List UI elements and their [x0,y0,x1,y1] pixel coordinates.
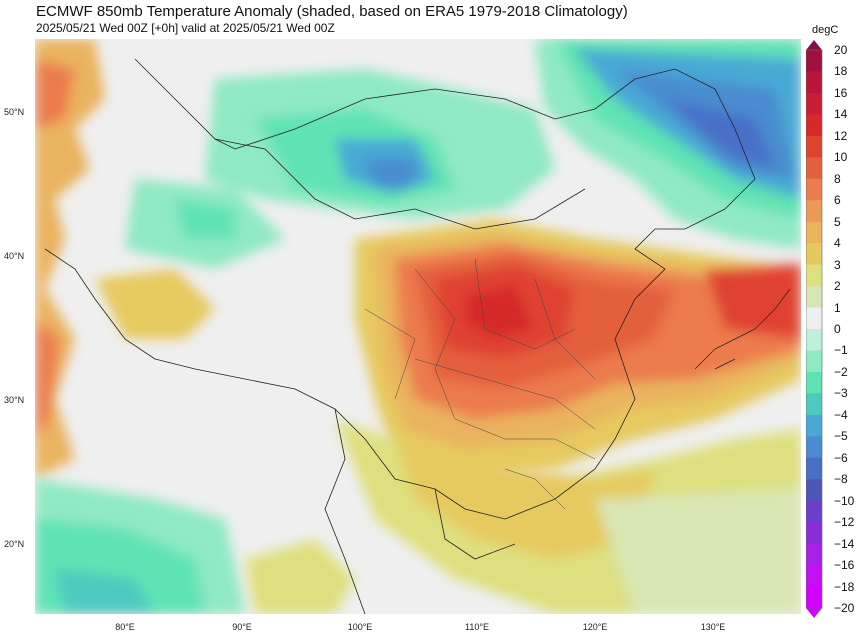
colorbar-tick-label: −5 [834,429,848,444]
colorbar-tick-label: −4 [834,407,848,422]
colorbar-swatch [806,371,822,394]
lon-label-80: 80°E [115,622,135,632]
left-warm-region [35,39,215,479]
japan-coastline [694,288,791,370]
colorbar-swatch [806,500,822,523]
colorbar-swatch [806,135,822,158]
colorbar-swatch [806,264,822,287]
cold-northeast [535,39,801,249]
lon-label-90: 90°E [232,622,252,632]
colorbar-tick-label: −14 [834,536,855,551]
colorbar-swatch [806,479,822,502]
colorbar-swatch [806,50,822,72]
lon-label-100: 100°E [347,622,373,632]
colorbar-swatch [806,329,822,351]
colorbar-tick-label: 4 [834,236,841,251]
map-title: ECMWF 850mb Temperature Anomaly (shaded,… [36,3,628,20]
colorbar-swatch [806,565,822,588]
colorbar-tick-label: 5 [834,214,841,229]
colorbar-swatch [806,586,822,609]
colorbar-swatch [806,414,822,437]
colorbar-swatch [806,178,822,201]
colorbar-swatch [806,543,822,566]
map-subtitle: 2025/05/21 Wed 00Z [+0h] valid at 2025/0… [36,21,335,35]
colorbar-swatch [806,522,822,545]
colorbar-tick-label: 20 [834,43,848,57]
colorbar-unit-label: degC [812,24,839,36]
lat-label-50: 50°N [4,107,25,117]
colorbar-tick-label: −18 [834,579,855,594]
cool-northwest-band [125,69,555,269]
colorbar-tick-label: −16 [834,558,855,573]
colorbar-tick-label: 12 [834,128,848,143]
cool-bay-of-bengal [35,479,355,614]
warm-central-china [355,219,801,479]
colorbar-swatch [806,286,822,309]
colorbar-tick-label: −6 [834,450,848,465]
colorbar-tick-label: −2 [834,364,848,379]
colorbar-tick-label: 6 [834,193,841,208]
colorbar-swatches [805,40,823,618]
colorbar-swatch [806,92,822,115]
colorbar-tick-label: 3 [834,257,841,272]
map-panel [35,39,801,614]
temperature-anomaly-map [35,39,801,614]
colorbar-tick-label: −10 [834,493,855,508]
colorbar-tick-label: 0 [834,322,841,336]
province-borders [364,258,596,510]
colorbar-swatch [806,243,822,266]
lat-label-30: 30°N [4,395,25,405]
colorbar-swatch [806,307,822,330]
lat-label-20: 20°N [4,539,25,549]
colorbar-tick-label: −12 [834,515,855,530]
colorbar-tick-label: 14 [834,107,848,122]
colorbar-tick-label: −3 [834,386,848,401]
colorbar-bottom-arrow [806,608,822,618]
colorbar-tick-label: −1 [834,343,848,358]
mild-south-china [335,419,801,614]
country-borders [44,58,756,614]
colorbar-swatch [806,393,822,416]
lon-label-130: 130°E [700,622,726,632]
colorbar-swatch [806,436,822,459]
colorbar-swatch [806,200,822,223]
colorbar-tick-label: 18 [834,64,848,79]
colorbar-swatch [806,71,822,94]
colorbar-tick-label: 8 [834,171,841,186]
colorbar-tick-label: 10 [834,150,848,165]
lat-label-40: 40°N [4,251,25,261]
colorbar-swatch [806,457,822,480]
colorbar-top-arrow [806,40,822,50]
colorbar-tick-label: 2 [834,279,841,294]
colorbar-swatch [806,157,822,180]
colorbar-outline [805,49,823,609]
lon-label-110: 110°E [465,622,489,632]
colorbar-swatch [806,114,822,137]
colorbar-tick-label: 1 [834,300,841,315]
colorbar-tick-label: −8 [834,472,848,487]
colorbar-tick-label: −20 [834,601,855,615]
colorbar [805,38,832,620]
lon-label-120: 120°E [582,622,608,632]
colorbar-swatch [806,221,822,244]
colorbar-swatch [806,350,822,373]
colorbar-tick-label: 16 [834,85,848,100]
